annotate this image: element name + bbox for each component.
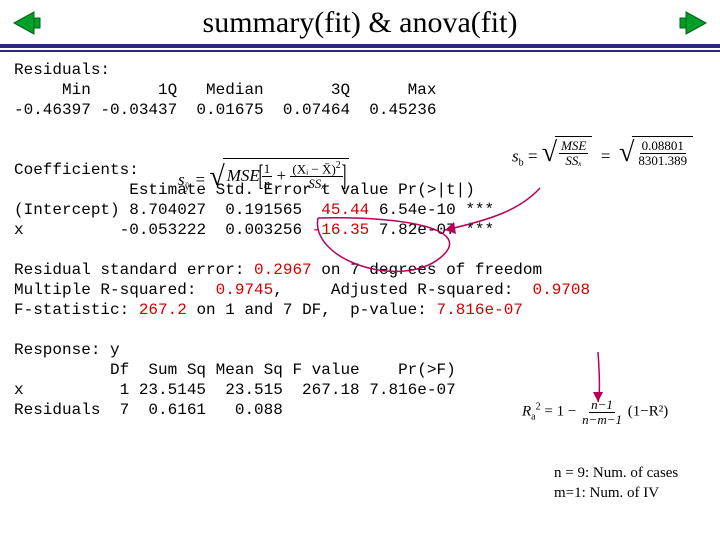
coef-label: Coefficients:: [14, 161, 139, 179]
note-line2: m=1: Num. of IV: [554, 484, 678, 504]
coef-row-0-se: 0.191565: [206, 201, 302, 219]
coef-row-0-name: (Intercept): [14, 201, 120, 219]
r2-val: 0.9745: [216, 281, 274, 299]
coef-row-1-est: -0.053222: [120, 221, 206, 239]
coef-row-0-p: 6.54e-10: [379, 201, 456, 219]
coef-row-1-sig: ***: [465, 221, 494, 239]
residuals-values: -0.46397 -0.03437 0.01675 0.07464 0.4523…: [14, 101, 436, 119]
coef-row-0-sig: ***: [465, 201, 494, 219]
coef-row-1-t: -16.35: [302, 221, 369, 239]
fstat-pre: F-statistic:: [14, 301, 139, 319]
note-block: n = 9: Num. of cases m=1: Num. of IV: [554, 464, 678, 503]
anova-row-0: x 1 23.5145 23.515 267.18 7.816e-07: [14, 381, 456, 399]
coef-row-1-name: x: [14, 221, 120, 239]
formula-syhat: sŷᵢ = √ MSE [ 1n + (Xᵢ − X̄)2SSₓ ]: [178, 158, 349, 192]
residuals-headers: Min 1Q Median 3Q Max: [14, 81, 436, 99]
anova-row-1: Residuals 7 0.6161 0.088: [14, 401, 283, 419]
coef-row-0-est: 8.704027: [120, 201, 206, 219]
r2-adj: 0.9708: [533, 281, 591, 299]
prev-arrow-icon[interactable]: [12, 10, 42, 36]
formula-ra2: Ra2 = 1 − n−1n−m−1 (1−R²): [522, 398, 668, 426]
coef-row-0-t: 45.44: [302, 201, 369, 219]
fstat-p: 7.816e-07: [436, 301, 522, 319]
rse-pre: Residual standard error:: [14, 261, 254, 279]
rse-val: 0.2967: [254, 261, 312, 279]
fstat-val: 267.2: [139, 301, 187, 319]
note-line1: n = 9: Num. of cases: [554, 464, 678, 484]
formula-sb: sb = √ MSESSₓ = √ 0.088018301.389: [512, 136, 693, 169]
divider-thick: [0, 44, 720, 48]
coef-row-1-p: 7.82e-07: [379, 221, 456, 239]
rse-post: on 7 degrees of freedom: [312, 261, 542, 279]
header-bar: summary(fit) & anova(fit): [0, 0, 720, 44]
divider-thin: [0, 50, 720, 52]
r2-pre: Multiple R-squared:: [14, 281, 216, 299]
anova-header: Df Sum Sq Mean Sq F value Pr(>F): [14, 361, 456, 379]
anova-response: Response: y: [14, 341, 120, 359]
page-title: summary(fit) & anova(fit): [42, 6, 678, 40]
residuals-label: Residuals:: [14, 61, 110, 79]
fstat-mid: on 1 and 7 DF, p-value:: [187, 301, 437, 319]
next-arrow-icon[interactable]: [678, 10, 708, 36]
r2-mid: , Adjusted R-squared:: [273, 281, 532, 299]
coef-row-1-se: 0.003256: [206, 221, 302, 239]
residuals-block: Residuals: Min 1Q Median 3Q Max -0.46397…: [0, 60, 720, 420]
